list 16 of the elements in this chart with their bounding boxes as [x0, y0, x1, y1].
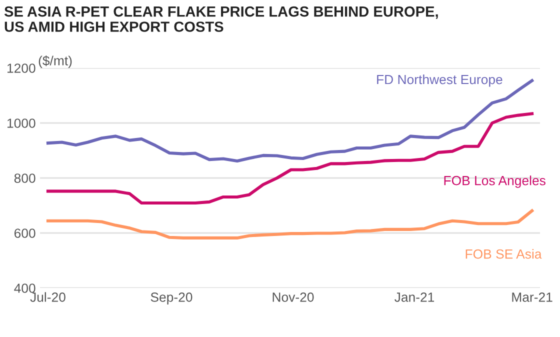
y-tick-label: 600	[14, 228, 36, 238]
chart-title: SE ASIA R-PET CLEAR FLAKE PRICE LAGS BEHIND EUROPE, US AMID HIGH EXPORT COSTS	[4, 6, 438, 32]
x-tick-label: Jan-21	[394, 292, 434, 302]
y-tick-label: 400	[14, 284, 36, 293]
series-label: FOB Los Angeles	[444, 176, 546, 188]
x-tick-label: Jul-20	[30, 292, 66, 302]
x-tick-label: Mar-21	[512, 292, 552, 302]
text: FOB SE Asia	[466, 249, 542, 259]
y-tick-label: 1200	[7, 64, 36, 73]
y-tick-label: 800	[14, 174, 36, 183]
x-tick-label: Nov-20	[272, 292, 314, 302]
line-series	[46, 209, 534, 240]
x-tick-label: Sep-20	[150, 292, 192, 304]
series-label: FD Northwest Europe	[377, 74, 502, 87]
y-tick-label: 1000	[7, 118, 36, 128]
y-axis-title: ($/mt)	[38, 55, 72, 68]
